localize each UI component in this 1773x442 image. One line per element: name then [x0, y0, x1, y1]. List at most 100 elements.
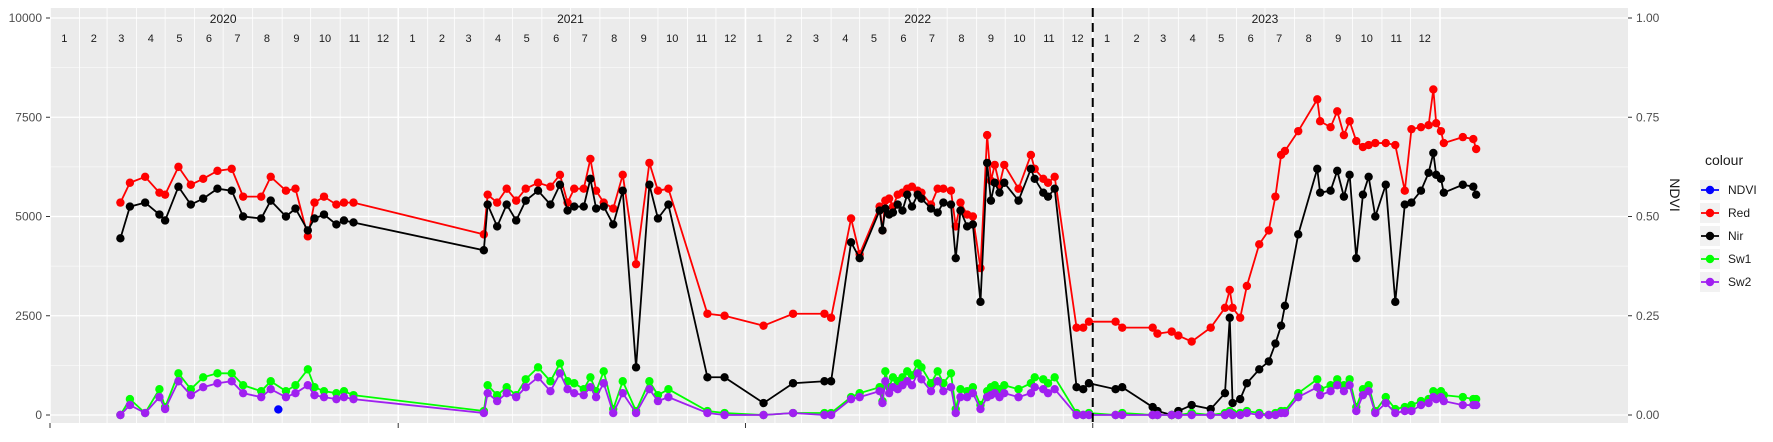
sw1-point: [546, 377, 555, 386]
nir-point: [1187, 400, 1196, 410]
nir-point: [563, 206, 572, 215]
red-point: [1439, 138, 1449, 148]
red-point: [1043, 178, 1053, 187]
nir-point: [1072, 383, 1081, 392]
sw2-point: [349, 394, 358, 404]
nir-point: [995, 188, 1004, 197]
series-sw2: [116, 369, 1481, 420]
sw2-point: [1416, 400, 1426, 410]
nir-point: [579, 202, 588, 211]
month-label: 3: [1160, 33, 1166, 45]
month-label: 10: [666, 33, 678, 45]
sw2-point: [653, 396, 663, 406]
sw2-point: [492, 396, 502, 406]
nir-point: [570, 202, 579, 211]
sw2-point: [1264, 410, 1273, 420]
sw2-point: [946, 383, 956, 392]
red-point: [1345, 117, 1354, 126]
month-label: 4: [842, 33, 848, 45]
nir-point: [227, 186, 236, 195]
red-point: [1371, 138, 1380, 148]
sw2-point: [1400, 406, 1409, 416]
sw2-point: [1315, 390, 1325, 400]
sw1-point: [917, 363, 926, 372]
sw1-point: [1381, 392, 1390, 402]
nir-point: [1043, 192, 1053, 201]
red-point: [1407, 124, 1416, 134]
sw2-point: [875, 386, 884, 396]
nir-point: [1364, 172, 1373, 181]
nir-point: [349, 218, 358, 227]
sw1-point: [339, 386, 349, 396]
sw2-point: [1072, 410, 1081, 420]
y-tick-label: 0: [35, 408, 42, 422]
month-label: 3: [466, 33, 472, 45]
year-label: 2023: [1252, 12, 1279, 26]
sw2-point: [878, 398, 887, 408]
sw2-point: [563, 384, 572, 394]
month-label: 10: [1013, 33, 1025, 45]
red-point: [982, 130, 992, 140]
month-label: 6: [553, 33, 559, 45]
month-label: 9: [293, 33, 299, 45]
year-label: 2020: [210, 12, 237, 26]
nir-point: [483, 200, 492, 209]
y-tick-label: 5000: [15, 210, 42, 224]
sw2-point: [599, 379, 608, 388]
series-red: [116, 85, 1481, 346]
nir-point: [888, 208, 898, 217]
red-point: [1271, 192, 1280, 201]
sw1-point: [332, 388, 341, 398]
nir-point: [1436, 174, 1446, 183]
nir-point: [1220, 388, 1230, 398]
red-point: [1431, 119, 1441, 128]
nir-point: [213, 184, 222, 193]
sw2-point: [533, 373, 543, 382]
month-label: 11: [696, 33, 707, 45]
sw2-point: [1167, 410, 1176, 420]
red-point: [1313, 95, 1322, 104]
month-label: 3: [118, 33, 124, 45]
nir-point: [281, 212, 291, 221]
nir-point: [846, 238, 856, 247]
red-point: [1026, 150, 1036, 160]
nir-point: [257, 214, 266, 223]
sw2-point: [1391, 408, 1400, 418]
sw2-point: [155, 392, 164, 402]
month-label: 7: [582, 33, 588, 45]
nir-point: [521, 196, 530, 205]
legend-item-sw1: Sw1: [1700, 249, 1752, 269]
sw2-point: [703, 408, 712, 418]
month-label: 2: [786, 33, 792, 45]
nir-point: [155, 210, 164, 219]
sw1-point: [1364, 381, 1373, 390]
nir-point: [1206, 404, 1215, 414]
nir-point: [303, 226, 313, 235]
nir-point: [855, 253, 864, 263]
month-label: 2: [1133, 33, 1139, 45]
sw2-point: [968, 388, 978, 398]
sw2-point: [1439, 396, 1449, 406]
nir-point: [1358, 190, 1368, 199]
red-point: [1352, 136, 1361, 146]
month-label: 3: [813, 33, 819, 45]
red-point: [946, 186, 956, 195]
sw2-point: [291, 388, 300, 398]
red-point: [1220, 303, 1230, 313]
nir-point: [1429, 148, 1438, 158]
month-label: 6: [206, 33, 212, 45]
nir-point: [1352, 253, 1361, 263]
month-label: 2: [91, 33, 97, 45]
red-point: [1315, 117, 1325, 126]
nir-point: [310, 214, 319, 223]
red-point: [1072, 323, 1081, 332]
nir-point: [160, 216, 170, 225]
sw2-point: [1364, 386, 1373, 396]
month-label: 5: [1218, 33, 1224, 45]
nir-point: [591, 204, 601, 213]
sw1-point: [1043, 379, 1053, 388]
legend-label: Sw1: [1728, 252, 1752, 266]
month-label: 4: [148, 33, 154, 45]
sw2-point: [319, 392, 329, 402]
sw2-point: [339, 392, 349, 402]
